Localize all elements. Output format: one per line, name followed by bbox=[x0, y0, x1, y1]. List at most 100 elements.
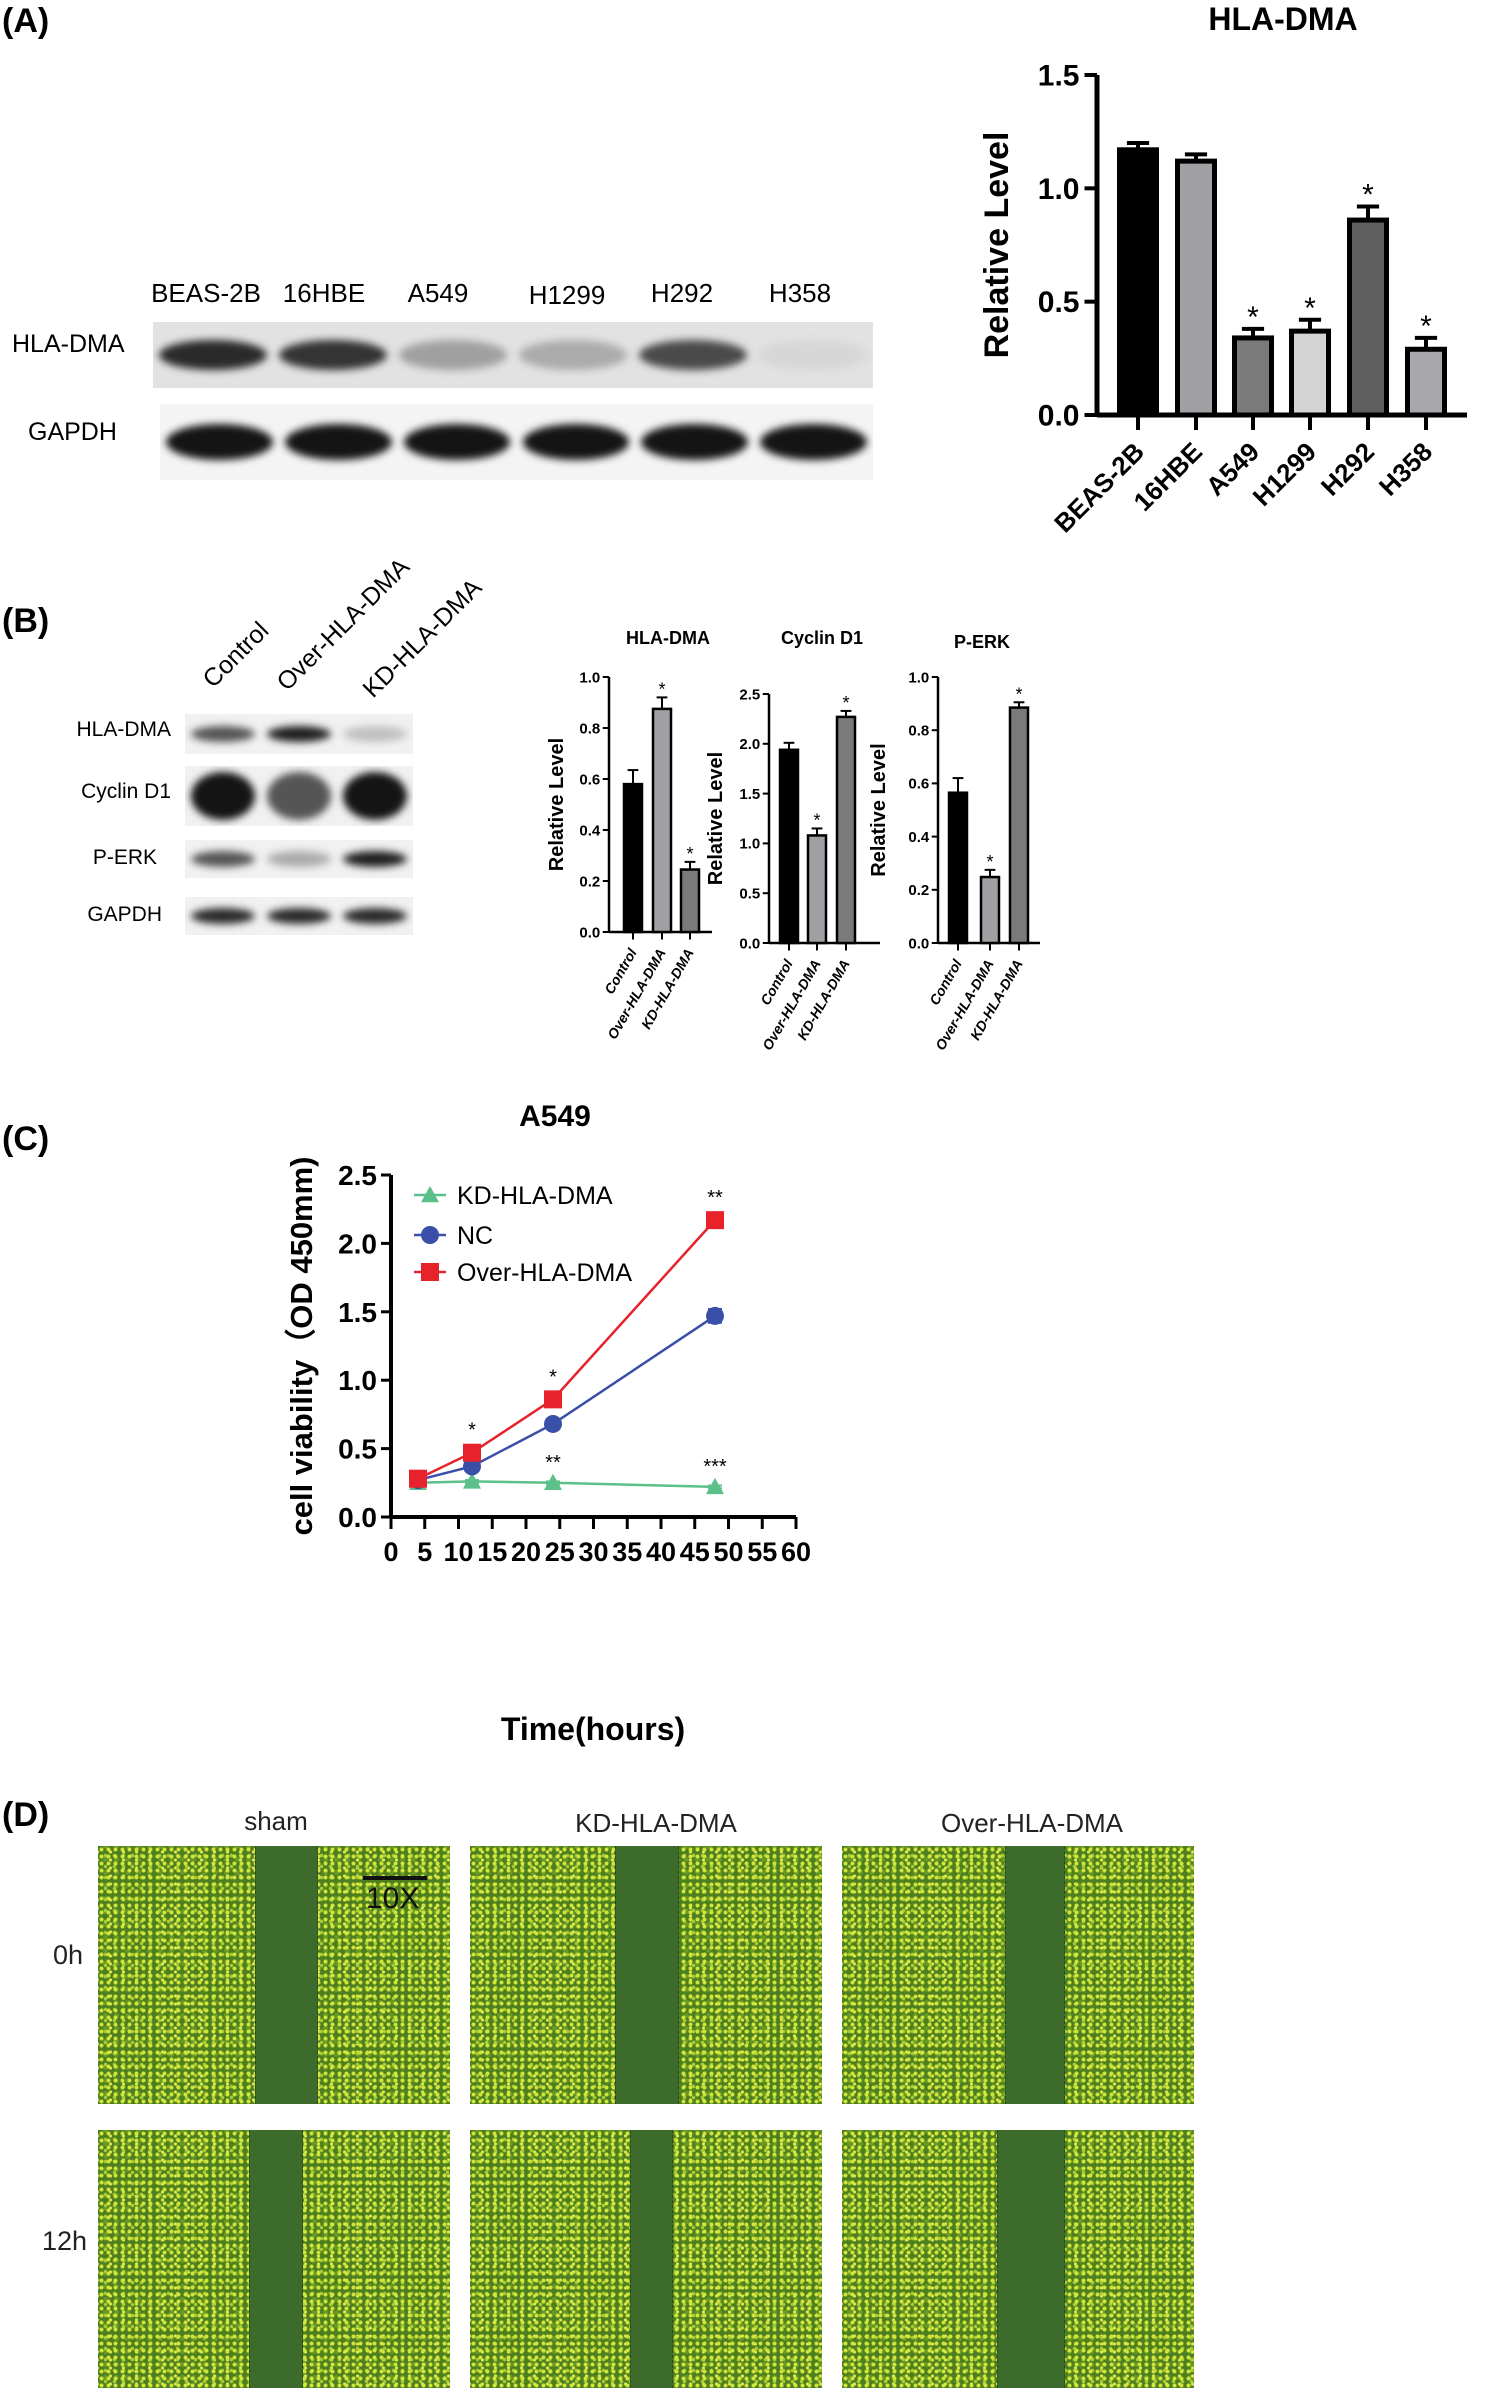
y-tick-label: 0.0 bbox=[908, 935, 929, 952]
y-axis-label: Relative Level bbox=[705, 752, 727, 885]
y-tick-label: 0.0 bbox=[1038, 400, 1080, 433]
blot-band bbox=[641, 424, 749, 460]
blot-band bbox=[191, 851, 255, 867]
blot-a-lane-label: 16HBE bbox=[282, 278, 366, 308]
blot-band bbox=[343, 908, 407, 924]
y-tick-label: 2.5 bbox=[338, 1160, 377, 1191]
legend-marker bbox=[421, 1186, 439, 1203]
blot-b-strip bbox=[185, 897, 413, 935]
row-label-0h: 0h bbox=[53, 1940, 84, 1970]
bar bbox=[835, 715, 857, 945]
x-tick-label: H292 bbox=[1315, 436, 1380, 501]
blot-a-lane-label: A549 bbox=[407, 278, 469, 308]
y-tick-label: 1.0 bbox=[908, 669, 929, 686]
x-axis-label: Time(hours) bbox=[501, 1711, 685, 1747]
y-tick-label: 1.0 bbox=[739, 836, 760, 853]
significance-marker: * bbox=[1015, 684, 1022, 704]
blot-band bbox=[399, 340, 507, 370]
bar bbox=[1232, 335, 1274, 418]
x-tick-label: H358 bbox=[1373, 436, 1438, 501]
y-tick-label: 1.5 bbox=[338, 1297, 377, 1328]
wound-gap bbox=[255, 1846, 318, 2104]
blot-band bbox=[403, 424, 511, 460]
blot-band bbox=[522, 424, 630, 460]
bar bbox=[622, 782, 644, 934]
wound-gap bbox=[249, 2130, 303, 2388]
blot-band bbox=[267, 772, 331, 820]
y-axis-label: cell viability（OD 450mm) bbox=[284, 1156, 319, 1535]
blot-a-lane-label: H1299 bbox=[528, 280, 606, 310]
column-header: sham bbox=[244, 1806, 308, 1836]
bar bbox=[679, 868, 701, 934]
significance-marker: * bbox=[468, 1420, 476, 1442]
bar bbox=[651, 707, 673, 934]
blot-band bbox=[284, 424, 392, 460]
micrograph-over-0h bbox=[842, 1846, 1194, 2104]
blot-b-strip bbox=[185, 840, 413, 878]
blot-a-lane-label: H292 bbox=[650, 278, 714, 308]
wound-gap bbox=[1005, 1846, 1065, 2104]
y-tick-label: 1.0 bbox=[579, 669, 600, 686]
blot-b-strip bbox=[185, 766, 413, 826]
y-tick-label: 1.5 bbox=[739, 786, 760, 803]
x-tick-label: 35 bbox=[612, 1537, 642, 1567]
blot-band bbox=[191, 726, 255, 742]
data-point bbox=[544, 1390, 562, 1409]
x-tick-label: H1299 bbox=[1247, 436, 1322, 511]
x-tick-label: 25 bbox=[545, 1537, 575, 1567]
legend: KD-HLA-DMA NC Over-HLA-DMA bbox=[414, 1182, 632, 1287]
y-tick-label: 0.0 bbox=[739, 935, 760, 952]
y-tick-label: 0.5 bbox=[1038, 286, 1080, 319]
y-tick-label: 0.0 bbox=[579, 924, 600, 941]
series-over-hla-dma: ** ** bbox=[409, 1187, 724, 1488]
data-point bbox=[544, 1473, 562, 1490]
y-tick-label: 1.5 bbox=[1038, 60, 1080, 93]
line-chart-a549: A549 Time(hours) cell viability（OD 450mm) 0… bbox=[284, 1100, 811, 1747]
blot-b-row-label: Cyclin D1 bbox=[81, 780, 171, 803]
blot-band bbox=[267, 726, 331, 742]
y-tick-label: 0.4 bbox=[579, 822, 601, 839]
data-point bbox=[463, 1443, 481, 1462]
blot-b-row-label: GAPDH bbox=[87, 903, 162, 926]
x-tick-label: 55 bbox=[747, 1537, 777, 1567]
column-header: KD-HLA-DMA bbox=[575, 1808, 737, 1838]
y-tick-label: 0.8 bbox=[908, 722, 929, 739]
significance-marker: * bbox=[842, 693, 849, 713]
blot-band bbox=[343, 726, 407, 742]
micrograph-sham-0h: 10X bbox=[98, 1846, 450, 2104]
series-nc bbox=[409, 1306, 724, 1490]
x-tick-label: 45 bbox=[680, 1537, 710, 1567]
blot-band bbox=[343, 851, 407, 867]
bar bbox=[1347, 217, 1389, 418]
significance-marker: ** bbox=[707, 1187, 723, 1209]
data-point bbox=[706, 1211, 724, 1230]
bar bbox=[1008, 706, 1030, 945]
series-line bbox=[417, 1480, 716, 1489]
panel-label-a: (A) bbox=[2, 2, 50, 40]
series-line bbox=[417, 1314, 716, 1482]
panel-label-d: (D) bbox=[2, 1796, 50, 1834]
legend-label: KD-HLA-DMA bbox=[457, 1182, 613, 1210]
significance-marker: * bbox=[1247, 301, 1259, 334]
blot-a-row-label: GAPDH bbox=[28, 418, 117, 446]
significance-marker: * bbox=[686, 844, 693, 864]
y-tick-label: 2.0 bbox=[739, 736, 760, 753]
bar-chart-2: Cyclin D1 Relative Level 0.0 0.5 1.0 1.5 2.0 2.… bbox=[705, 628, 880, 1053]
y-tick-label: 0.5 bbox=[338, 1434, 377, 1465]
significance-marker: * bbox=[986, 852, 993, 872]
micrograph-over-12h bbox=[842, 2130, 1194, 2388]
blot-band bbox=[760, 424, 867, 460]
significance-marker: * bbox=[1362, 178, 1374, 211]
blot-a-strip-hla-dma bbox=[153, 322, 873, 388]
y-tick-label: 2.5 bbox=[739, 686, 760, 703]
data-point bbox=[409, 1469, 427, 1488]
bar bbox=[1175, 158, 1217, 418]
significance-marker: * bbox=[658, 679, 665, 699]
blot-a-lane-label: H358 bbox=[768, 278, 832, 308]
wound-gap bbox=[615, 1846, 679, 2104]
significance-marker: ** bbox=[545, 1452, 561, 1474]
